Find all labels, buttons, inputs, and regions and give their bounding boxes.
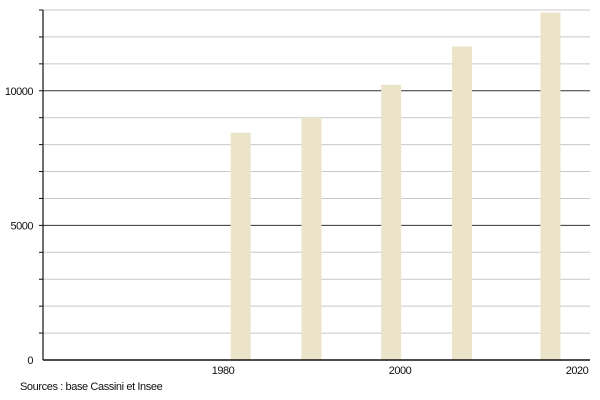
source-note: Sources : base Cassini et Insee bbox=[20, 381, 163, 393]
x-tick-label: 2000 bbox=[389, 365, 412, 377]
y-tick-label: 5000 bbox=[11, 220, 34, 232]
bar-2017 bbox=[540, 12, 561, 360]
bar-1999 bbox=[381, 84, 402, 360]
y-tick-label: 0 bbox=[27, 355, 33, 367]
bar-1982 bbox=[230, 132, 251, 360]
y-tick-label: 10000 bbox=[5, 86, 33, 98]
x-tick-label: 1980 bbox=[212, 365, 235, 377]
bar-1990 bbox=[301, 117, 322, 360]
bar-2007 bbox=[451, 46, 472, 360]
x-tick-label: 2020 bbox=[566, 365, 589, 377]
